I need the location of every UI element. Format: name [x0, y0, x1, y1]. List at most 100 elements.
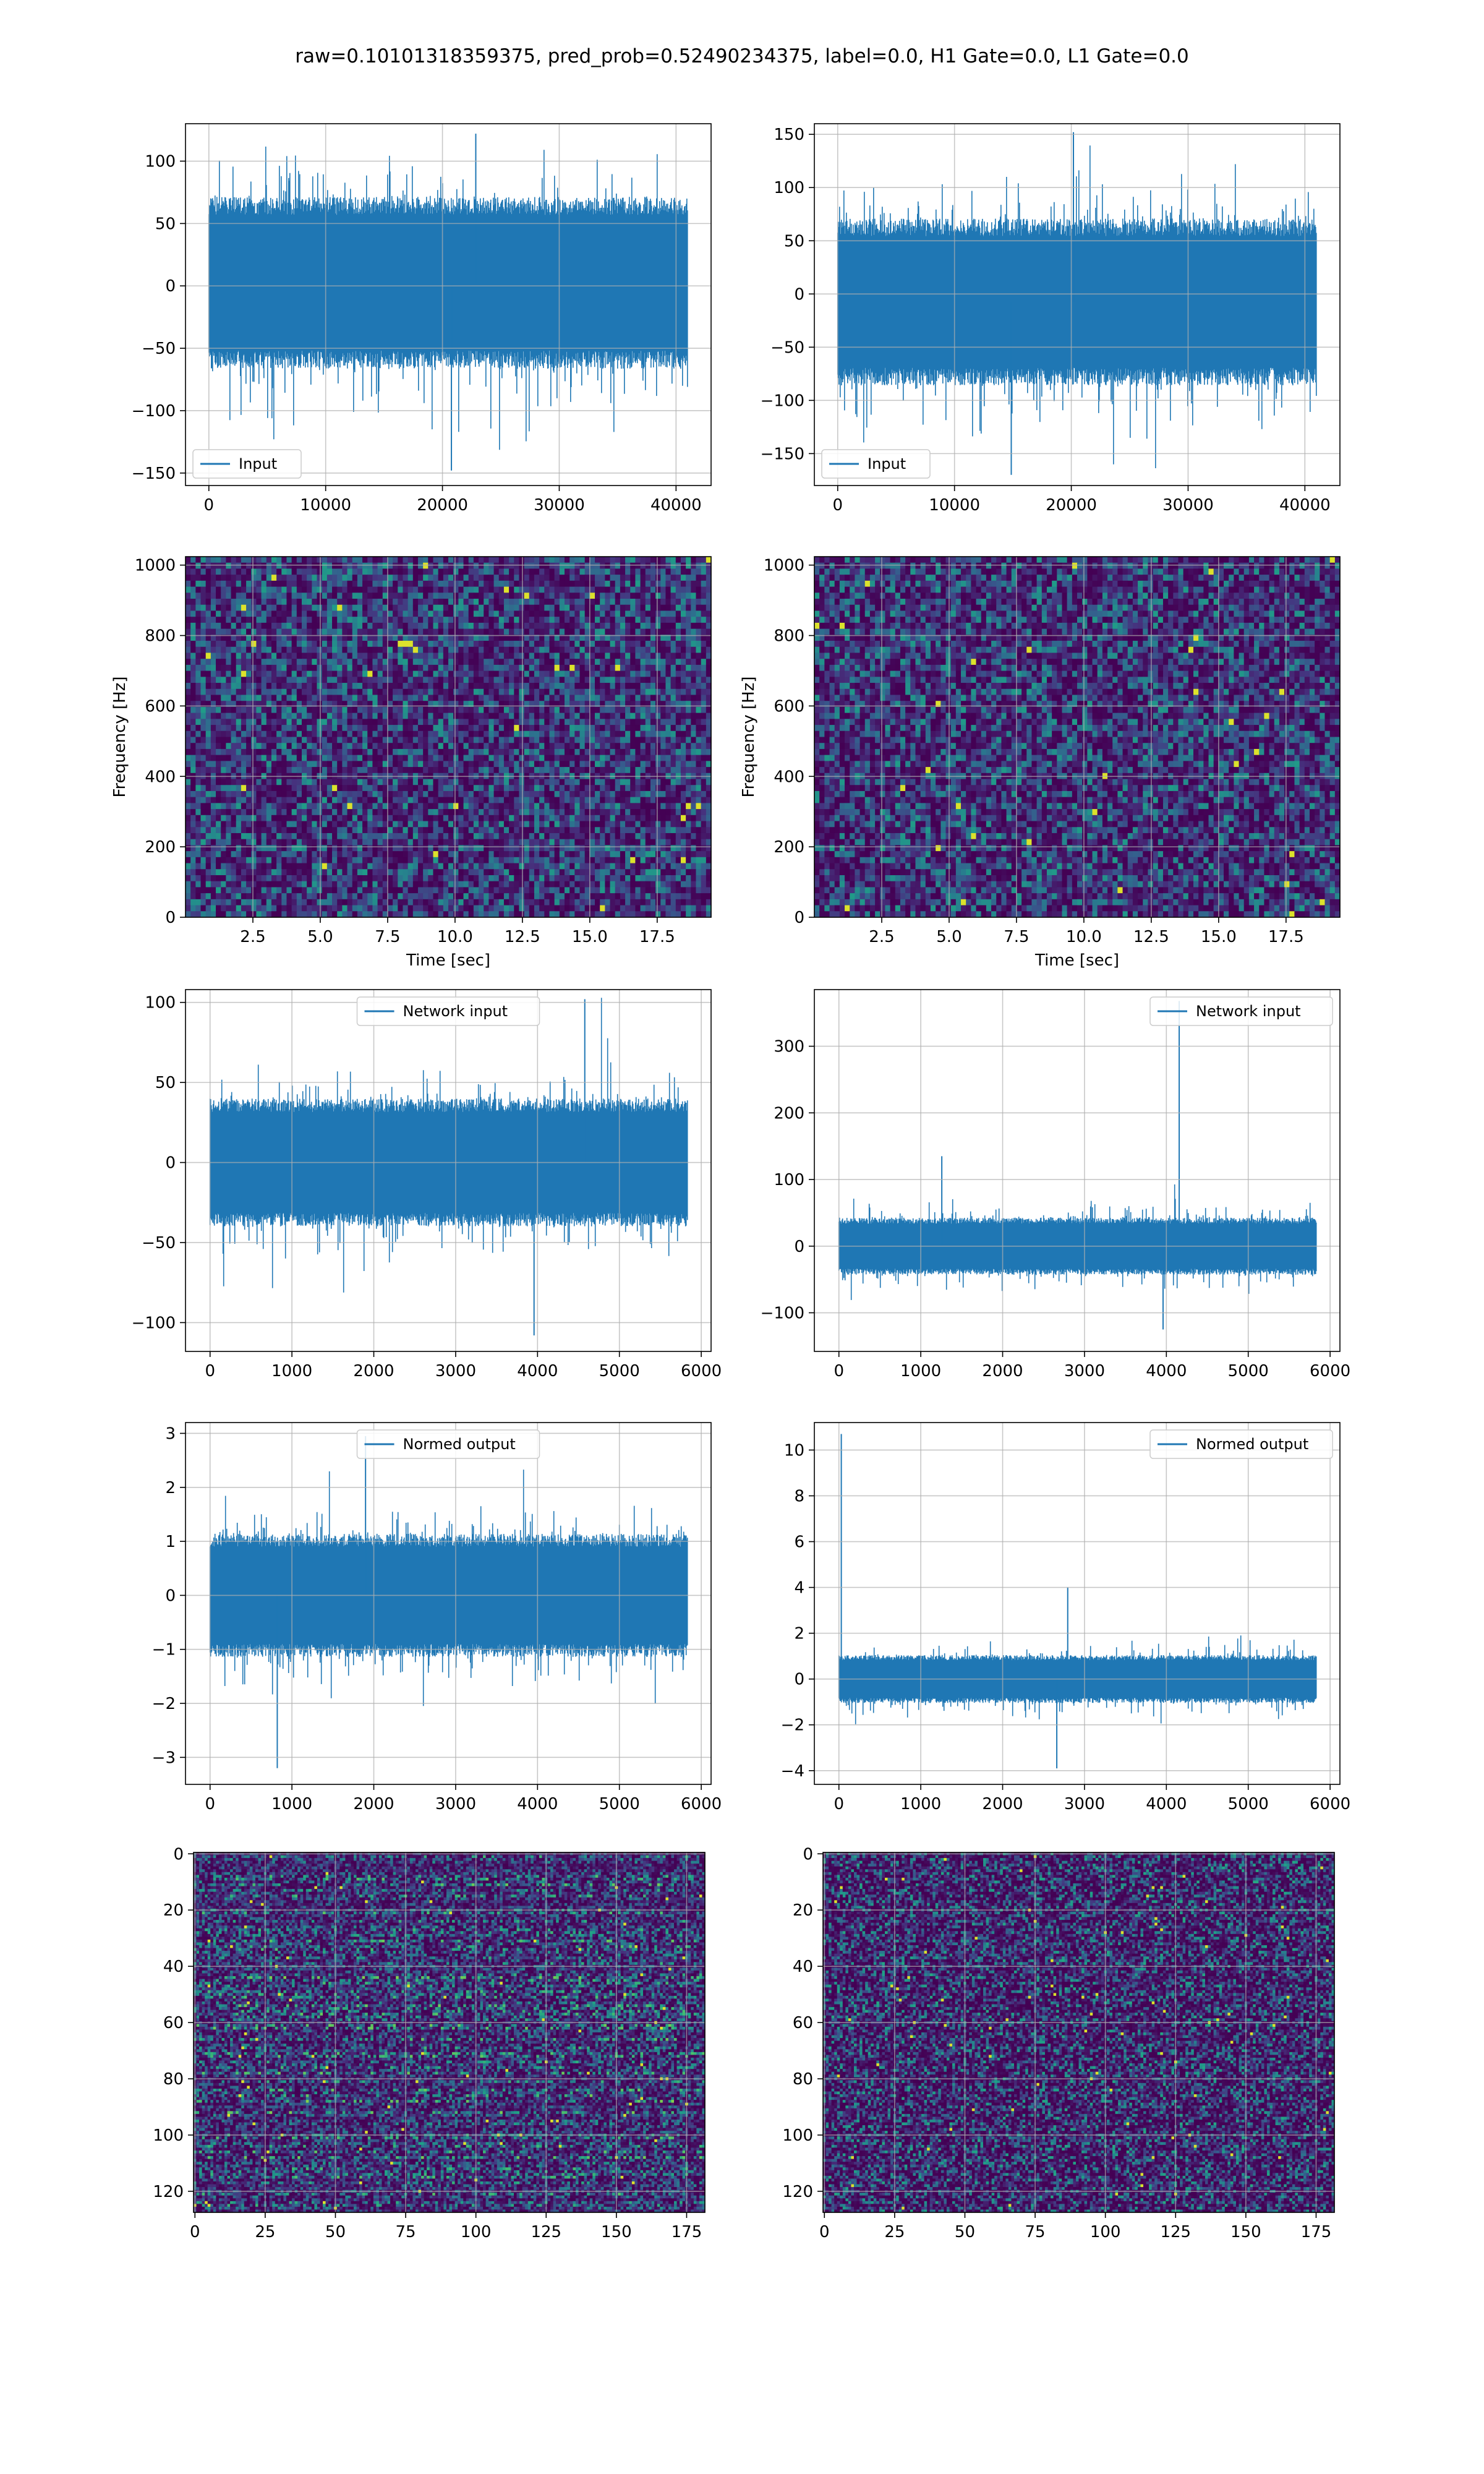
y-tick-label: −50 — [142, 340, 176, 358]
y-tick-label: −50 — [770, 338, 804, 357]
y-tick-label: 40 — [163, 1958, 184, 1976]
y-tick-label: 80 — [163, 2070, 184, 2089]
y-tick-label: 1000 — [764, 557, 804, 575]
y-tick-label: 4 — [794, 1579, 804, 1598]
legend-label: Normed output — [403, 1436, 516, 1453]
legend-label: Network input — [1196, 1003, 1301, 1020]
y-tick-label: 600 — [774, 697, 804, 716]
y-tick-label: −1 — [152, 1641, 176, 1659]
y-tick-label: 0 — [794, 1671, 804, 1689]
x-tick-label: 75 — [1025, 2223, 1046, 2241]
y-tick-label: 100 — [782, 2126, 813, 2145]
y-tick-label: −50 — [142, 1234, 176, 1252]
x-tick-label: 6000 — [1310, 1362, 1350, 1380]
x-tick-label: 50 — [955, 2223, 975, 2241]
y-tick-label: 20 — [163, 1901, 184, 1920]
x-tick-label: 10000 — [929, 496, 980, 515]
x-tick-label: 15.0 — [1201, 928, 1237, 946]
legend: Normed output — [1150, 1430, 1333, 1458]
y-tick-label: −2 — [781, 1716, 804, 1735]
y-tick-label: −100 — [132, 1314, 176, 1332]
x-tick-label: 3000 — [435, 1795, 476, 1813]
heatmap-spectrogram-l1 — [814, 557, 1341, 918]
legend: Network input — [357, 997, 540, 1025]
x-tick-label: 5000 — [1228, 1362, 1269, 1380]
x-tick-label: 125 — [531, 2223, 561, 2241]
y-tick-label: 8 — [794, 1487, 804, 1505]
x-tick-label: 15.0 — [572, 928, 608, 946]
y-tick-label: 6 — [794, 1533, 804, 1552]
x-tick-label: 10.0 — [437, 928, 473, 946]
legend-label: Input — [239, 455, 277, 473]
x-tick-label: 0 — [205, 1795, 215, 1813]
y-axis-label: Frequency [Hz] — [740, 676, 758, 797]
y-tick-label: 50 — [784, 232, 804, 250]
x-tick-label: 125 — [1160, 2223, 1191, 2241]
x-tick-label: 7.5 — [375, 928, 400, 946]
x-tick-label: 0 — [834, 1795, 844, 1813]
x-tick-label: 5000 — [599, 1795, 640, 1813]
x-tick-label: 1000 — [271, 1362, 312, 1380]
heatmap-matrix-h1 — [194, 1852, 706, 2213]
x-tick-label: 2000 — [982, 1362, 1023, 1380]
x-tick-label: 5.0 — [307, 928, 333, 946]
x-tick-label: 3000 — [1064, 1795, 1105, 1813]
x-tick-label: 12.5 — [1133, 928, 1169, 946]
x-tick-label: 150 — [1230, 2223, 1261, 2241]
x-tick-label: 4000 — [1146, 1795, 1187, 1813]
y-tick-label: 120 — [782, 2183, 813, 2201]
y-tick-label: 800 — [145, 627, 176, 646]
y-tick-label: −3 — [152, 1748, 176, 1767]
x-tick-label: 3000 — [435, 1362, 476, 1380]
x-tick-label: 30000 — [1162, 496, 1214, 515]
y-tick-label: 80 — [793, 2070, 813, 2089]
y-tick-label: 60 — [163, 2014, 184, 2032]
x-tick-label: 100 — [1090, 2223, 1121, 2241]
y-tick-label: −4 — [781, 1762, 804, 1781]
x-tick-label: 0 — [834, 1362, 844, 1380]
y-tick-label: 0 — [165, 1154, 176, 1173]
x-tick-label: 4000 — [517, 1795, 558, 1813]
y-tick-label: 1000 — [135, 557, 176, 575]
y-tick-label: 0 — [803, 1845, 813, 1864]
y-tick-label: 2 — [165, 1479, 176, 1497]
x-tick-label: 1000 — [900, 1362, 941, 1380]
x-tick-label: 0 — [819, 2223, 830, 2241]
y-tick-label: 150 — [774, 126, 804, 144]
x-tick-label: 2000 — [353, 1362, 394, 1380]
y-tick-label: 100 — [145, 153, 176, 171]
legend: Input — [822, 450, 930, 478]
x-tick-label: 30000 — [534, 496, 585, 515]
x-tick-label: 1000 — [271, 1795, 312, 1813]
x-tick-label: 0 — [833, 496, 843, 515]
y-tick-label: 100 — [153, 2126, 184, 2145]
y-tick-label: 200 — [774, 838, 804, 857]
y-tick-label: 100 — [145, 994, 176, 1012]
x-tick-label: 5000 — [599, 1362, 640, 1380]
x-tick-label: 2000 — [982, 1795, 1023, 1813]
y-tick-label: 120 — [153, 2183, 184, 2201]
legend-label: Normed output — [1196, 1436, 1308, 1453]
heatmap-matrix-l1 — [823, 1852, 1335, 2213]
x-tick-label: 4000 — [517, 1362, 558, 1380]
y-tick-label: 1 — [165, 1533, 176, 1551]
y-tick-label: −2 — [152, 1695, 176, 1713]
y-tick-label: 2 — [794, 1625, 804, 1643]
legend: Input — [193, 450, 301, 478]
x-axis-label: Time [sec] — [406, 951, 490, 970]
legend-label: Input — [868, 455, 906, 473]
x-tick-label: 4000 — [1146, 1362, 1187, 1380]
x-tick-label: 50 — [325, 2223, 346, 2241]
x-axis-label: Time [sec] — [1034, 951, 1119, 970]
y-tick-label: 400 — [774, 768, 804, 786]
x-tick-label: 25 — [884, 2223, 905, 2241]
y-tick-label: −100 — [132, 402, 176, 421]
x-tick-label: 40000 — [1279, 496, 1331, 515]
y-tick-label: 0 — [794, 909, 804, 927]
x-tick-label: 12.5 — [505, 928, 540, 946]
x-tick-label: 17.5 — [1268, 928, 1304, 946]
y-tick-label: 600 — [145, 697, 176, 716]
y-tick-label: 300 — [774, 1038, 804, 1056]
y-tick-label: 100 — [774, 1171, 804, 1189]
